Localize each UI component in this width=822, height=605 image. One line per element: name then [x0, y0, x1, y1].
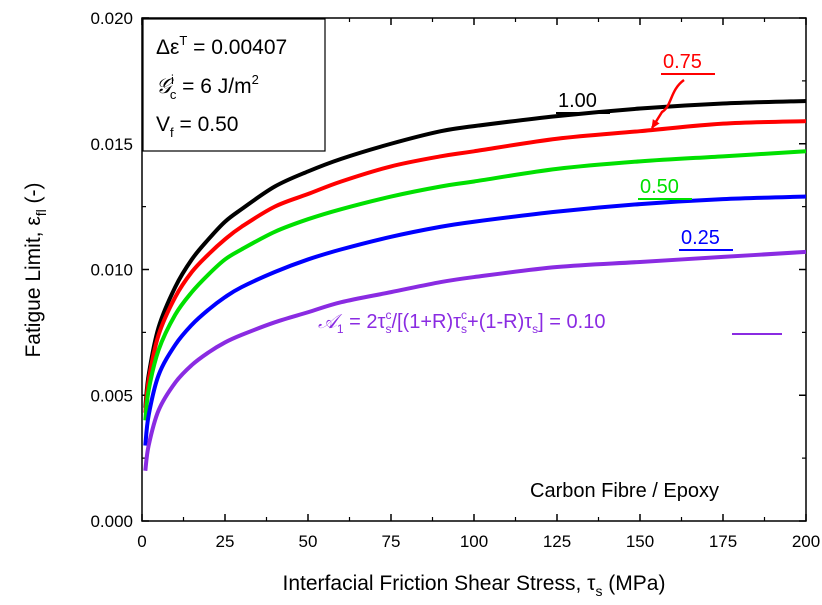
series-label-1-00: 1.00: [558, 90, 597, 112]
y-tick-label: 0.015: [90, 135, 133, 154]
y-axis-title: Fatigue Limit, εfl (-): [22, 182, 49, 357]
series-line-0-75: [143, 119, 807, 414]
x-tick-label: 50: [299, 532, 318, 551]
series-lines: [143, 99, 807, 471]
x-tick-label: 25: [216, 532, 235, 551]
series-line-0-25: [143, 194, 807, 446]
y-tick-label: 0.020: [90, 9, 133, 28]
x-tick-label: 175: [709, 532, 737, 551]
x-axis-title: Interfacial Friction Shear Stress, τs (M…: [283, 572, 666, 599]
y-tick-label: 0.005: [90, 386, 133, 405]
y-tick-label: 0.010: [90, 261, 133, 280]
x-tick-label: 100: [460, 532, 488, 551]
series-line-0-10: [143, 249, 807, 471]
y-axis-ticks: 0.000 0.005 0.010 0.015 0.020: [90, 9, 806, 531]
material-annotation: Carbon Fibre / Epoxy: [530, 480, 719, 502]
y-tick-label: 0.000: [90, 512, 133, 531]
series-label-0-50: 0.50: [640, 176, 679, 198]
info-g-critical: 𝒢i c = 6 J/m2: [156, 72, 259, 102]
series-line-1-00: [143, 99, 807, 409]
info-vf: Vf = 0.50: [156, 113, 238, 140]
series-label-0-75: 0.75: [663, 51, 702, 73]
series-label-0-25: 0.25: [681, 227, 720, 249]
series-label-0-10: 0.10: [567, 311, 606, 333]
x-tick-label: 0: [137, 532, 146, 551]
series-line-0-50: [143, 149, 807, 421]
x-tick-label: 200: [792, 532, 820, 551]
x-tick-label: 75: [382, 532, 401, 551]
x-tick-label: 150: [626, 532, 654, 551]
info-delta-eps: ΔεT = 0.00407: [156, 33, 287, 59]
series-label-0-75-arrow: [650, 78, 685, 129]
x-tick-label: 125: [543, 532, 571, 551]
a1-formula: 𝒜1 = 2τc s/[(1+R)τc s+(1-R)τs] = 0.10: [318, 308, 605, 336]
info-box: [142, 18, 326, 152]
